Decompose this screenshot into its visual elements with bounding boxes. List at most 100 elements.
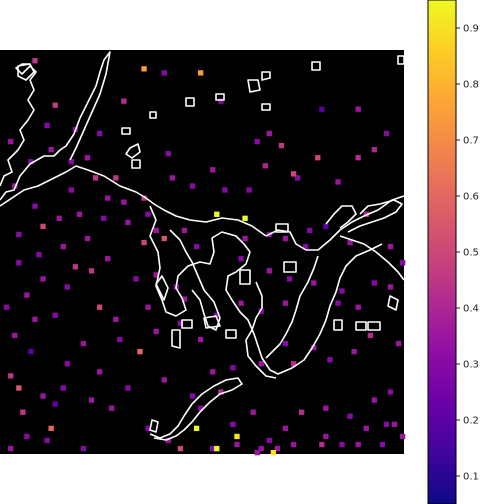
heatmap-cell <box>323 405 329 411</box>
heatmap-cell <box>371 280 378 286</box>
heatmap-cell <box>335 300 341 306</box>
heatmap-cell <box>315 155 321 161</box>
heatmap-cell <box>125 385 131 391</box>
colorbar-tick-label: 0.9 <box>463 24 479 35</box>
heatmap-cell <box>323 223 329 230</box>
heatmap-cell <box>40 393 46 399</box>
heatmap-cell <box>274 445 281 452</box>
heatmap-cell <box>8 138 14 145</box>
heatmap-cell <box>52 312 58 318</box>
heatmap-cell <box>294 175 301 181</box>
heatmap-cell <box>193 243 200 250</box>
heatmap-cell <box>210 369 216 375</box>
heatmap-cell <box>391 421 398 428</box>
heatmap-cell <box>214 445 220 452</box>
heatmap-cell <box>319 441 325 448</box>
heatmap-cell <box>282 235 289 242</box>
heatmap-cell <box>197 70 204 76</box>
heatmap-cell <box>169 175 176 181</box>
heatmap-cell <box>327 357 333 363</box>
heatmap-cell <box>105 195 111 201</box>
heatmap-cell <box>254 449 260 456</box>
heatmap-cell <box>161 70 167 76</box>
heatmap-cell <box>153 272 159 278</box>
heatmap-cell <box>20 409 26 415</box>
heatmap-cell <box>254 138 260 145</box>
colorbar-tick-label: 0.7 <box>463 136 479 147</box>
heatmap-cell <box>238 300 244 306</box>
heatmap-cell <box>286 276 293 282</box>
heatmap-cell <box>113 175 119 181</box>
heatmap-cell <box>4 304 10 310</box>
heatmap-cell <box>84 155 91 161</box>
heatmap-cell <box>262 163 268 169</box>
heatmap-cell <box>24 292 30 298</box>
heatmap-cell <box>197 336 204 343</box>
heatmap-cell <box>270 449 277 456</box>
heatmap-cell <box>282 300 289 306</box>
heatmap-cell <box>32 316 38 322</box>
heatmap-cell <box>189 183 196 189</box>
heatmap-cell <box>387 243 394 250</box>
heatmap-cell <box>48 146 54 153</box>
heatmap-cell <box>181 296 188 302</box>
heatmap-cell <box>266 437 272 444</box>
heatmap-cell <box>371 397 378 403</box>
heatmap-cell <box>355 155 361 161</box>
heatmap-cell <box>32 203 38 209</box>
heatmap-cell <box>311 344 317 351</box>
heatmap-cell <box>339 288 345 294</box>
heatmap-cell <box>153 328 159 335</box>
heatmap-cell <box>141 195 147 201</box>
heatmap-cell <box>28 348 34 355</box>
heatmap-cell <box>165 437 171 444</box>
contour-lines <box>0 51 405 441</box>
colorbar-tick-label: 0.5 <box>463 248 479 259</box>
heatmap-cell <box>145 425 151 432</box>
colorbar-tick-label: 0.8 <box>463 80 479 91</box>
heatmap-cell <box>121 98 127 104</box>
heatmap-cell <box>258 308 264 314</box>
heatmap-cell <box>282 340 289 347</box>
heatmap-cell <box>88 397 95 403</box>
heatmap-cell <box>319 106 325 112</box>
heatmap-cell <box>165 151 171 157</box>
data-points <box>4 58 406 456</box>
heatmap-cell <box>40 276 46 282</box>
heatmap-cell <box>387 389 394 395</box>
heatmap-cell <box>347 413 353 419</box>
heatmap-cell <box>80 340 87 347</box>
heatmap-cell <box>347 239 353 246</box>
heatmap-cell <box>266 130 272 137</box>
heatmap-cell <box>12 332 18 339</box>
heatmap-cell <box>387 284 394 290</box>
heatmap-cell <box>161 235 167 242</box>
heatmap-cell <box>181 227 188 234</box>
heatmap-cell <box>197 405 204 411</box>
heatmap-cell <box>96 369 103 375</box>
heatmap-cell <box>133 276 139 282</box>
plot-area <box>0 50 404 454</box>
heatmap-cell <box>141 239 147 246</box>
heatmap-cell <box>250 409 256 415</box>
heatmap-cell <box>246 187 252 193</box>
heatmap-cell <box>32 58 38 64</box>
heatmap-cell <box>105 256 111 262</box>
heatmap-cell <box>298 409 305 415</box>
heatmap-cell <box>36 252 42 258</box>
heatmap-cell <box>355 304 361 310</box>
heatmap-cell <box>24 433 30 440</box>
heatmap-cell <box>88 268 95 274</box>
heatmap-cell <box>52 401 58 407</box>
heatmap-cell <box>125 219 131 226</box>
heatmap-cell <box>363 425 369 432</box>
heatmap-cell <box>16 231 22 238</box>
colorbar-tick-label: 0.6 <box>463 192 479 203</box>
heatmap-cell <box>68 187 75 193</box>
heatmap-cell <box>44 437 50 444</box>
heatmap-cell <box>399 433 406 440</box>
heatmap-cell <box>145 304 151 310</box>
heatmap-cell <box>335 179 341 185</box>
heatmap-cell <box>266 268 272 274</box>
heatmap-cell <box>12 183 18 189</box>
